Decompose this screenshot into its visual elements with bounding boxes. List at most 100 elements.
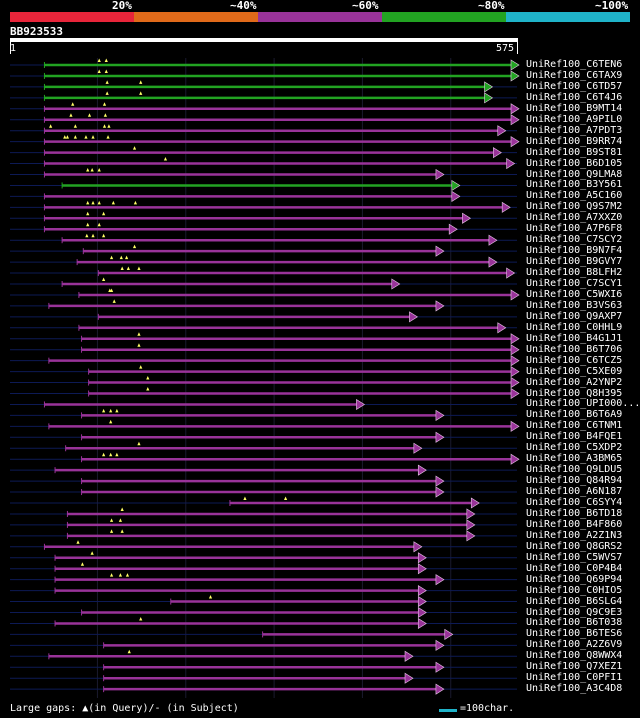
hit-label[interactable]: UniRef100_Q9S7M2 <box>526 201 623 213</box>
query-gap-marker-icon <box>120 266 124 271</box>
hit-arrow-icon <box>417 563 427 575</box>
hit-arrow-icon <box>462 212 471 224</box>
hit-label[interactable]: UniRef100_C6T4J6 <box>526 91 623 103</box>
hit-label[interactable]: UniRef100_B6SLG4 <box>526 595 623 607</box>
hit-label[interactable]: UniRef100_C6SYY4 <box>526 497 623 508</box>
hit-arrow-icon <box>510 333 520 345</box>
query-gap-marker-icon <box>87 113 92 117</box>
hit-label[interactable]: UniRef100_B9GVY7 <box>526 256 623 268</box>
hit-label[interactable]: UniRef100_B3Y561 <box>526 179 623 191</box>
hit-label[interactable]: UniRef100_Q84R94 <box>526 475 623 487</box>
hit-label[interactable]: UniRef100_B6TES6 <box>526 628 623 640</box>
hit-arrow-icon <box>466 508 476 520</box>
hit-label[interactable]: UniRef100_C0HHL9 <box>526 321 623 333</box>
hit-arrow-icon <box>451 179 461 191</box>
hit-label[interactable]: UniRef100_A6N187 <box>526 486 623 498</box>
hit-label[interactable]: UniRef100_UPI000... <box>526 398 640 410</box>
hit-arrow-icon <box>417 606 427 619</box>
hit-label[interactable]: UniRef100_C6TAX9 <box>526 69 623 81</box>
query-gap-marker-icon <box>137 332 141 336</box>
hit-label[interactable]: UniRef100_B6T706 <box>526 343 623 355</box>
hit-label[interactable]: UniRef100_B3VS63 <box>526 299 623 311</box>
hit-label[interactable]: UniRef100_C0PFI1 <box>526 672 623 684</box>
scale-bar <box>439 709 457 712</box>
hit-arrow-icon <box>435 168 445 181</box>
hit-label[interactable]: UniRef100_B4G1J1 <box>526 332 623 344</box>
ruler-start-tick <box>10 38 11 54</box>
hit-label[interactable]: UniRef100_B9ST81 <box>526 146 623 158</box>
query-gap-marker-icon <box>133 200 138 205</box>
hit-label[interactable]: UniRef100_C7SCY1 <box>526 278 623 289</box>
query-gap-marker-icon <box>139 616 143 621</box>
hit-label[interactable]: UniRef100_Q8WWX4 <box>526 650 623 662</box>
query-gap-marker-icon <box>104 58 108 62</box>
hit-arrow-icon <box>510 355 520 367</box>
hit-label[interactable]: UniRef100_C6TD57 <box>526 80 623 92</box>
hit-arrow-icon <box>510 387 520 400</box>
query-gap-marker-icon <box>137 441 141 446</box>
hit-label[interactable]: UniRef100_B9N7F4 <box>526 245 623 257</box>
hit-label[interactable]: UniRef100_A7PDT3 <box>526 124 623 136</box>
legend-segment <box>134 12 258 22</box>
query-gap-marker-icon <box>102 124 107 128</box>
hit-label[interactable]: UniRef100_B6T038 <box>526 617 623 629</box>
hit-label[interactable]: UniRef100_B8LFH2 <box>526 267 623 279</box>
hit-label[interactable]: UniRef100_Q9AXP7 <box>526 310 623 322</box>
query-gap-marker-icon <box>109 573 114 577</box>
hit-label[interactable]: UniRef100_C6TCZ5 <box>526 354 623 366</box>
hit-label[interactable]: UniRef100_B9MT14 <box>526 102 623 114</box>
legend-label: ~60% <box>352 0 379 12</box>
hit-label[interactable]: UniRef100_C5WVS7 <box>526 551 623 563</box>
hit-label[interactable]: UniRef100_B6T6A9 <box>526 409 623 421</box>
hit-label[interactable]: UniRef100_C0P4B4 <box>526 562 623 574</box>
hit-label[interactable]: UniRef100_C0HIO5 <box>526 584 623 596</box>
hit-label[interactable]: UniRef100_C7SCY2 <box>526 234 623 246</box>
hit-label[interactable]: UniRef100_A2YNP2 <box>526 376 623 388</box>
query-gap-marker-icon <box>97 200 101 205</box>
hit-label[interactable]: UniRef100_C6TNM1 <box>526 420 623 432</box>
query-gap-marker-icon <box>105 80 109 84</box>
query-gap-marker-icon <box>111 200 115 205</box>
hit-label[interactable]: UniRef100_Q8GRS2 <box>526 540 623 552</box>
hit-label[interactable]: UniRef100_A7P6F8 <box>526 223 623 235</box>
query-gap-marker-icon <box>102 233 106 238</box>
hit-label[interactable]: UniRef100_Q8H395 <box>526 387 623 399</box>
hit-label[interactable]: UniRef100_A2Z6V9 <box>526 639 623 651</box>
query-gap-marker-icon <box>118 573 123 577</box>
hit-arrow-icon <box>413 442 423 454</box>
hit-label[interactable]: UniRef100_B6D105 <box>526 157 623 169</box>
hit-label[interactable]: UniRef100_Q9LMA8 <box>526 168 623 180</box>
hit-arrow-icon <box>510 366 520 378</box>
hit-label[interactable]: UniRef100_A7XXZ0 <box>526 212 623 224</box>
hit-label[interactable]: UniRef100_A3BM65 <box>526 453 623 465</box>
hit-arrow-icon <box>451 190 461 202</box>
query-gap-marker-icon <box>283 496 288 500</box>
hit-label[interactable]: UniRef100_A3C4D8 <box>526 683 623 695</box>
hit-arrow-icon <box>413 541 423 553</box>
hit-label[interactable]: UniRef100_B6TD18 <box>526 507 623 519</box>
hit-label[interactable]: UniRef100_Q9C9E3 <box>526 606 623 618</box>
query-gap-marker-icon <box>91 233 95 238</box>
hit-label[interactable]: UniRef100_B9RR74 <box>526 135 623 147</box>
query-gap-marker-icon <box>71 102 75 106</box>
query-gap-marker-icon <box>109 452 113 457</box>
hit-label[interactable]: UniRef100_Q69P94 <box>526 573 623 585</box>
hit-label[interactable]: UniRef100_Q9LDU5 <box>526 464 623 476</box>
query-gap-marker-icon <box>102 211 106 216</box>
hit-arrow-icon <box>510 344 520 356</box>
hit-label[interactable]: UniRef100_C5XE09 <box>526 365 623 377</box>
hit-label[interactable]: UniRef100_C5WXI6 <box>526 288 623 300</box>
query-gap-marker-icon <box>137 266 141 271</box>
query-gap-marker-icon <box>109 518 114 522</box>
query-gap-marker-icon <box>119 255 123 260</box>
query-gap-marker-icon <box>91 135 95 139</box>
hit-label[interactable]: UniRef100_A9PIL0 <box>526 113 623 125</box>
hit-label[interactable]: UniRef100_A5C160 <box>526 190 623 202</box>
hit-label[interactable]: UniRef100_B4F860 <box>526 518 623 530</box>
hit-label[interactable]: UniRef100_C6TEN6 <box>526 59 623 70</box>
hit-label[interactable]: UniRef100_C5XDP2 <box>526 442 623 454</box>
hit-label[interactable]: UniRef100_B4FQE1 <box>526 431 623 443</box>
hit-label[interactable]: UniRef100_Q7XEZ1 <box>526 661 623 673</box>
hit-label[interactable]: UniRef100_A2Z1N3 <box>526 529 623 541</box>
query-gap-marker-icon <box>109 529 114 533</box>
